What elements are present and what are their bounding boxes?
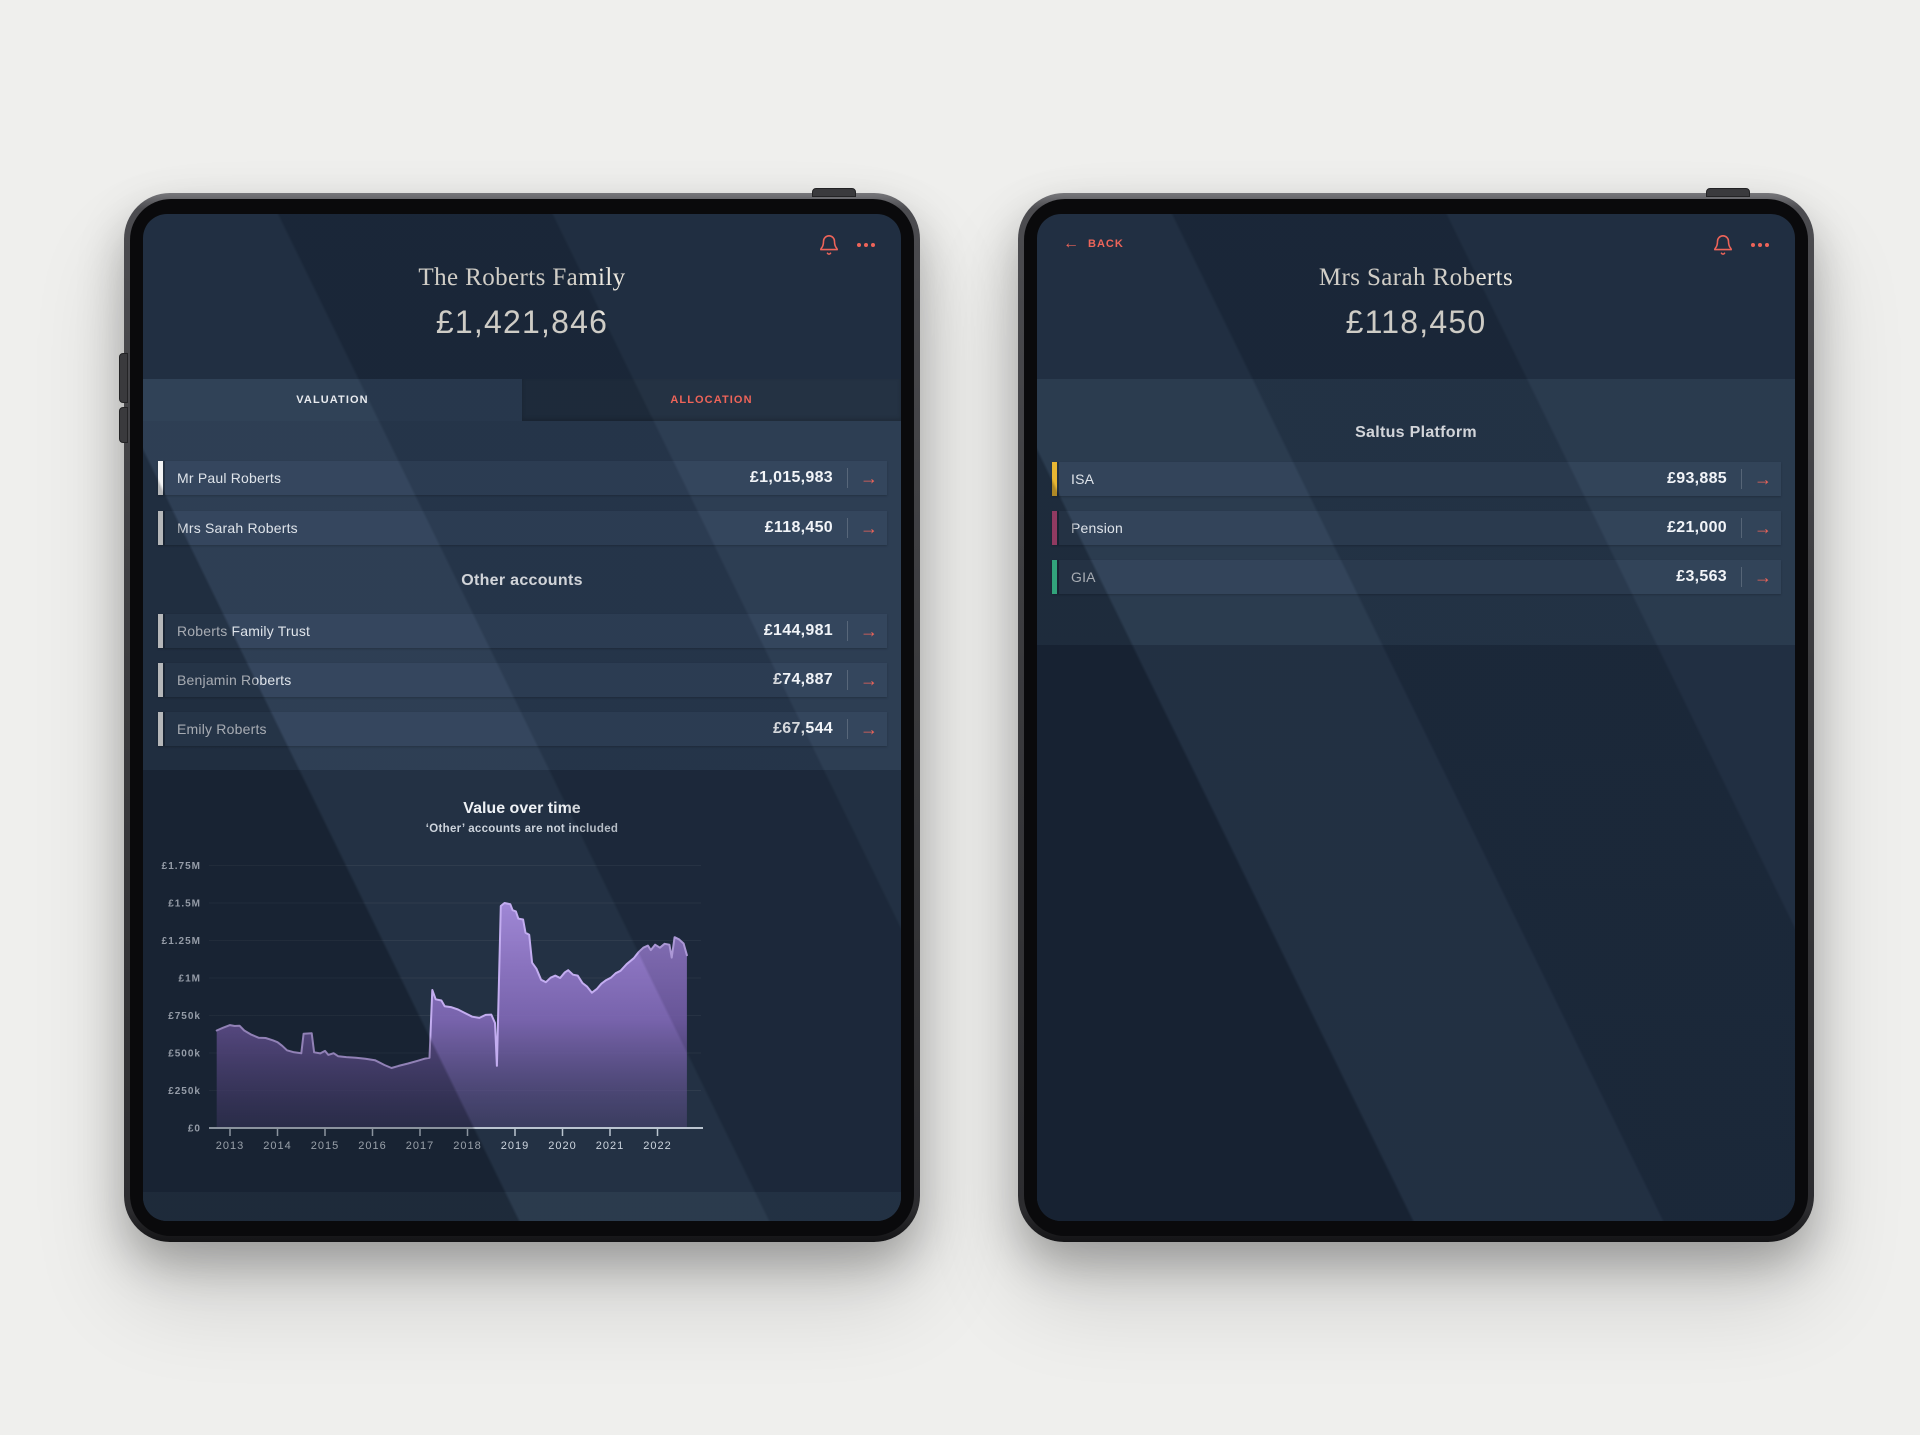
svg-text:£1M: £1M — [179, 974, 201, 985]
arrow-right-icon[interactable]: → — [860, 621, 878, 641]
svg-text:£0: £0 — [188, 1124, 201, 1135]
volume-up-button — [119, 353, 128, 403]
account-value: £67,544 — [773, 720, 833, 737]
back-label: BACK — [1088, 238, 1124, 250]
svg-text:2022: 2022 — [643, 1140, 671, 1152]
account-row-paul[interactable]: Mr Paul Roberts £1,015,983 → — [158, 461, 887, 495]
value-over-time-panel: Value over time ‘Other’ accounts are not… — [143, 770, 901, 1192]
account-row-sarah[interactable]: Mrs Sarah Roberts £118,450 → — [158, 511, 887, 545]
account-name: Roberts Family Trust — [177, 623, 311, 639]
divider — [1741, 469, 1742, 489]
row-marker — [1052, 511, 1057, 545]
arrow-left-icon: ← — [1063, 235, 1079, 252]
account-name: Emily Roberts — [177, 721, 267, 737]
svg-text:2013: 2013 — [216, 1140, 244, 1152]
divider — [847, 621, 848, 641]
arrow-right-icon[interactable]: → — [860, 670, 878, 690]
account-row-isa[interactable]: ISA £93,885 → — [1052, 462, 1781, 496]
member-total: £118,450 — [1345, 304, 1487, 340]
svg-text:£500k: £500k — [168, 1049, 201, 1060]
arrow-right-icon[interactable]: → — [860, 518, 878, 538]
account-value: £21,000 — [1667, 519, 1727, 536]
account-name: Pension — [1071, 520, 1123, 536]
svg-text:2015: 2015 — [311, 1140, 339, 1152]
row-marker — [158, 461, 163, 495]
svg-text:£1.75M: £1.75M — [162, 861, 201, 872]
row-marker — [1052, 560, 1057, 594]
more-options-icon[interactable] — [857, 243, 875, 247]
arrow-right-icon[interactable]: → — [1754, 469, 1772, 489]
accounts-panel: Mr Paul Roberts £1,015,983 → Mrs Sarah R… — [143, 421, 901, 770]
platform-panel: Saltus Platform ISA £93,885 → Pension £2… — [1037, 379, 1795, 645]
arrow-right-icon[interactable]: → — [1754, 518, 1772, 538]
empty-area — [1037, 645, 1795, 1221]
page-title: The Roberts Family — [418, 264, 626, 291]
power-button — [1706, 188, 1750, 197]
svg-text:2019: 2019 — [501, 1140, 529, 1152]
divider — [847, 719, 848, 739]
platform-heading: Saltus Platform — [1355, 424, 1477, 441]
bottom-strip — [143, 1192, 901, 1221]
volume-down-button — [119, 407, 128, 443]
account-row-pension[interactable]: Pension £21,000 → — [1052, 511, 1781, 545]
account-row-emily[interactable]: Emily Roberts £67,544 → — [158, 712, 887, 746]
tablet-right: ← BACK Mrs Sarah Roberts £118,450 Saltus… — [1018, 188, 1814, 1242]
more-options-icon[interactable] — [1751, 243, 1769, 247]
divider — [847, 518, 848, 538]
svg-text:2020: 2020 — [548, 1140, 576, 1152]
account-name: Benjamin Roberts — [177, 672, 292, 688]
row-marker — [158, 663, 163, 697]
svg-text:£1.5M: £1.5M — [168, 899, 201, 910]
arrow-right-icon[interactable]: → — [1754, 567, 1772, 587]
svg-text:£1.25M: £1.25M — [162, 936, 201, 947]
back-button[interactable]: ← BACK — [1063, 236, 1124, 252]
power-button — [812, 188, 856, 197]
tablet-left: The Roberts Family £1,421,846 VALUATION … — [119, 188, 920, 1242]
account-value: £118,450 — [764, 519, 833, 536]
tab-allocation[interactable]: ALLOCATION — [522, 379, 901, 421]
svg-text:£750k: £750k — [168, 1011, 201, 1022]
svg-text:2018: 2018 — [453, 1140, 481, 1152]
svg-text:£250k: £250k — [168, 1086, 201, 1097]
member-detail-screen: ← BACK Mrs Sarah Roberts £118,450 Saltus… — [1037, 214, 1795, 1221]
account-name: ISA — [1071, 471, 1095, 487]
svg-text:2016: 2016 — [358, 1140, 386, 1152]
account-value: £144,981 — [763, 622, 833, 639]
total-valuation: £1,421,846 — [435, 304, 609, 340]
row-marker — [158, 712, 163, 746]
arrow-right-icon[interactable]: → — [860, 719, 878, 739]
row-marker — [1052, 462, 1057, 496]
svg-text:2017: 2017 — [406, 1140, 434, 1152]
svg-text:2021: 2021 — [596, 1140, 624, 1152]
page-title: Mrs Sarah Roberts — [1318, 264, 1514, 291]
chart-subtitle: ‘Other’ accounts are not included — [425, 823, 619, 835]
divider — [1741, 567, 1742, 587]
account-value: £93,885 — [1667, 470, 1727, 487]
family-valuation-screen: The Roberts Family £1,421,846 VALUATION … — [143, 214, 901, 1221]
row-marker — [158, 511, 163, 545]
divider — [1741, 518, 1742, 538]
account-name: Mr Paul Roberts — [177, 470, 282, 486]
account-name: GIA — [1071, 569, 1096, 585]
tab-bar: VALUATION ALLOCATION — [143, 379, 901, 421]
account-value: £74,887 — [773, 671, 833, 688]
account-value: £1,015,983 — [749, 469, 833, 486]
svg-text:2014: 2014 — [263, 1140, 291, 1152]
account-row-benjamin[interactable]: Benjamin Roberts £74,887 → — [158, 663, 887, 697]
chart-title: Value over time — [463, 800, 581, 817]
divider — [847, 670, 848, 690]
divider — [847, 468, 848, 488]
other-accounts-heading: Other accounts — [461, 572, 583, 589]
value-over-time-chart: 2013 2014 2015 2016 2017 2018 2019 2020 2021 2022… — [162, 861, 703, 1152]
notifications-bell-icon[interactable] — [818, 234, 840, 256]
account-value: £3,563 — [1676, 568, 1727, 585]
account-row-gia[interactable]: GIA £3,563 → — [1052, 560, 1781, 594]
notifications-bell-icon[interactable] — [1712, 234, 1734, 256]
account-name: Mrs Sarah Roberts — [177, 520, 298, 536]
tab-valuation[interactable]: VALUATION — [143, 379, 522, 421]
arrow-right-icon[interactable]: → — [860, 468, 878, 488]
row-marker — [158, 614, 163, 648]
account-row-trust[interactable]: Roberts Family Trust £144,981 → — [158, 614, 887, 648]
